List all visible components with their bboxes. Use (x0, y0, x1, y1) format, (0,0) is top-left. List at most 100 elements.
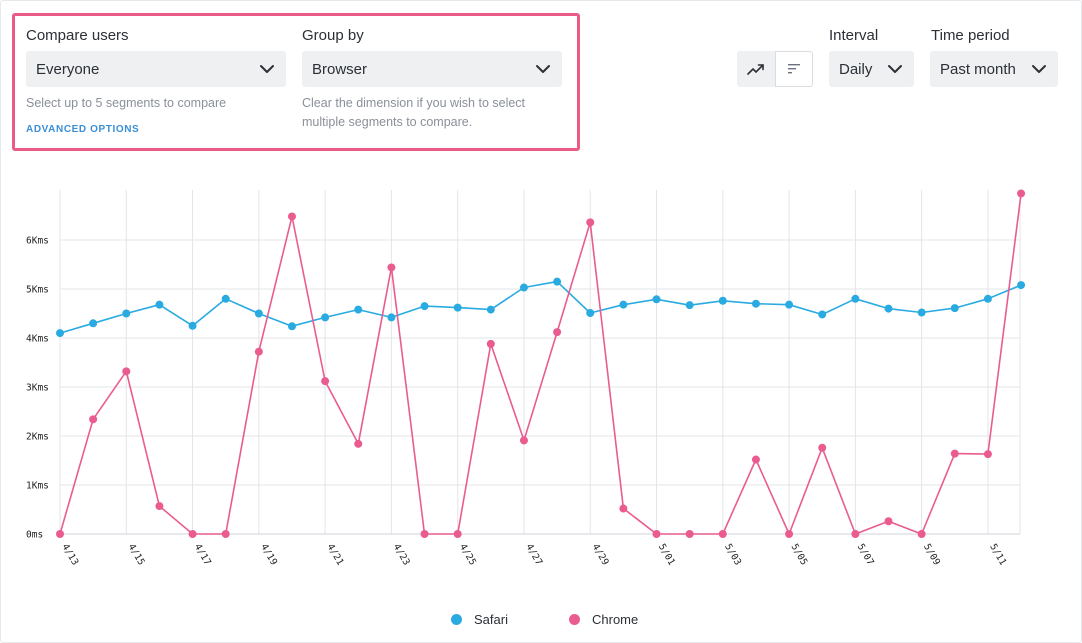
interval-label: Interval (829, 27, 879, 44)
data-point-chrome[interactable] (321, 377, 330, 386)
data-point-safari[interactable] (553, 277, 562, 286)
data-point-chrome[interactable] (652, 530, 661, 538)
data-point-safari[interactable] (122, 309, 131, 318)
compare-users-select[interactable]: Everyone (26, 51, 286, 87)
line-view-button[interactable] (737, 51, 775, 87)
data-point-chrome[interactable] (519, 436, 528, 445)
data-point-safari[interactable] (89, 319, 98, 328)
sort-bars-icon (788, 64, 800, 74)
data-point-chrome[interactable] (851, 530, 860, 538)
data-point-chrome[interactable] (1017, 189, 1026, 198)
data-point-chrome[interactable] (884, 517, 893, 526)
compare-users-value: Everyone (36, 60, 100, 78)
legend-label-chrome: Chrome (592, 612, 639, 627)
x-tick-label: 5/11 (987, 542, 1008, 568)
data-point-safari[interactable] (1017, 281, 1026, 290)
data-point-safari[interactable] (818, 310, 827, 319)
y-tick-label: 1Kms (26, 481, 49, 492)
data-point-safari[interactable] (884, 304, 893, 313)
data-point-safari[interactable] (354, 305, 363, 314)
y-tick-label: 4Kms (26, 334, 49, 345)
data-point-safari[interactable] (155, 300, 164, 309)
series-line-safari (59, 280, 1022, 334)
data-point-safari[interactable] (188, 321, 197, 330)
data-point-safari[interactable] (254, 309, 263, 318)
x-tick-label: 5/05 (788, 542, 809, 567)
data-point-safari[interactable] (718, 296, 727, 305)
data-point-chrome[interactable] (420, 530, 429, 538)
data-point-chrome[interactable] (486, 339, 495, 348)
data-point-safari[interactable] (851, 294, 860, 303)
group-by-help-line2: multiple segments to compare. (302, 115, 473, 129)
data-point-chrome[interactable] (983, 450, 992, 459)
data-point-chrome[interactable] (685, 530, 694, 538)
x-tick-label: 4/23 (391, 542, 412, 567)
data-point-chrome[interactable] (254, 347, 263, 356)
data-point-safari[interactable] (453, 303, 462, 312)
legend-item-chrome[interactable]: Chrome (569, 612, 638, 627)
data-point-safari[interactable] (287, 322, 296, 331)
data-point-chrome[interactable] (917, 530, 926, 538)
data-point-safari[interactable] (519, 283, 528, 292)
data-point-chrome[interactable] (586, 218, 595, 227)
legend-label-safari: Safari (474, 612, 508, 627)
data-point-safari[interactable] (685, 301, 694, 310)
legend-swatch-safari (451, 614, 462, 625)
data-point-chrome[interactable] (122, 367, 131, 376)
data-point-safari[interactable] (387, 313, 396, 322)
data-point-chrome[interactable] (89, 415, 98, 424)
data-point-chrome[interactable] (221, 530, 230, 538)
x-tick-label: 5/03 (722, 542, 743, 567)
chart-view-toggle (737, 51, 813, 87)
data-point-safari[interactable] (56, 329, 64, 338)
group-by-value: Browser (312, 60, 368, 78)
series-line-chrome (59, 193, 1022, 535)
time-period-label: Time period (931, 27, 1010, 44)
advanced-options-link[interactable]: ADVANCED OPTIONS (26, 124, 140, 135)
data-point-chrome[interactable] (818, 443, 827, 452)
data-point-safari[interactable] (785, 300, 794, 309)
group-by-select[interactable]: Browser (302, 51, 562, 87)
data-point-safari[interactable] (586, 309, 595, 318)
data-point-safari[interactable] (950, 304, 959, 313)
data-point-safari[interactable] (321, 313, 330, 322)
interval-value: Daily (839, 60, 873, 78)
bar-view-button[interactable] (775, 51, 813, 87)
data-point-chrome[interactable] (155, 502, 164, 511)
data-point-chrome[interactable] (387, 263, 396, 272)
data-point-chrome[interactable] (188, 530, 197, 538)
x-tick-label: 4/19 (258, 542, 279, 568)
x-tick-label: 5/07 (855, 542, 876, 567)
data-point-chrome[interactable] (950, 449, 959, 458)
data-point-chrome[interactable] (553, 328, 562, 337)
data-point-safari[interactable] (420, 302, 429, 311)
data-point-chrome[interactable] (453, 530, 462, 538)
data-point-chrome[interactable] (785, 530, 794, 538)
data-point-chrome[interactable] (287, 212, 296, 221)
trend-line-icon (747, 64, 764, 75)
data-point-chrome[interactable] (354, 439, 363, 448)
data-point-safari[interactable] (751, 299, 760, 308)
interval-select[interactable]: Daily (829, 51, 914, 87)
group-by-label: Group by (302, 27, 364, 44)
y-tick-label: 0ms (26, 530, 43, 541)
x-tick-label: 5/09 (921, 542, 942, 568)
data-point-safari[interactable] (619, 300, 628, 309)
data-point-safari[interactable] (486, 305, 495, 314)
data-point-chrome[interactable] (718, 530, 727, 538)
data-point-chrome[interactable] (751, 455, 760, 464)
compare-users-help: Select up to 5 segments to compare (26, 96, 227, 110)
time-period-select[interactable]: Past month (930, 51, 1058, 87)
data-point-safari[interactable] (652, 295, 661, 304)
x-tick-label: 4/25 (457, 542, 478, 567)
data-point-chrome[interactable] (56, 530, 64, 538)
data-point-safari[interactable] (221, 294, 230, 303)
x-tick-label: 4/17 (192, 542, 213, 567)
y-tick-label: 5Kms (26, 285, 49, 296)
chevron-down-icon (1032, 65, 1046, 73)
data-point-safari[interactable] (983, 294, 992, 303)
legend-item-safari[interactable]: Safari (451, 612, 508, 627)
y-tick-label: 6Kms (26, 236, 49, 247)
data-point-safari[interactable] (917, 308, 926, 317)
data-point-chrome[interactable] (619, 504, 628, 513)
